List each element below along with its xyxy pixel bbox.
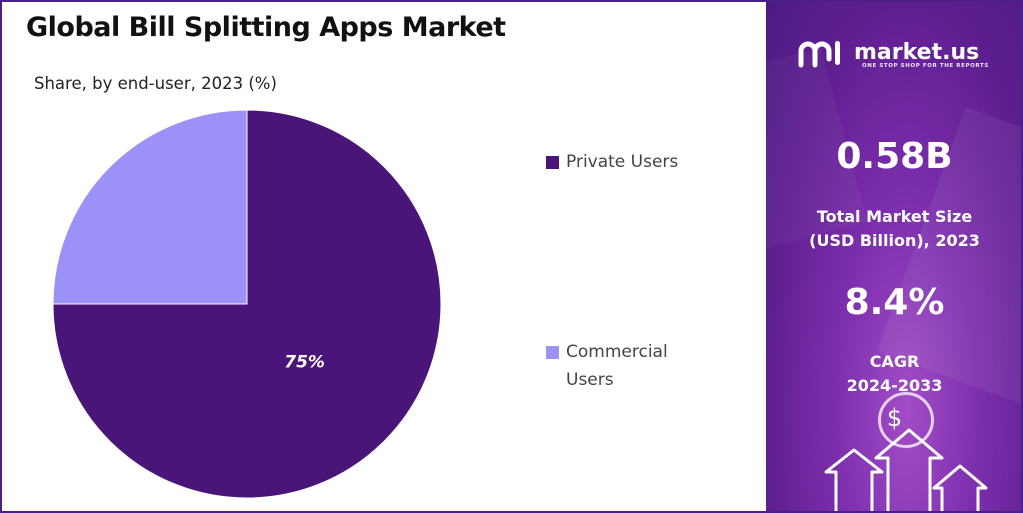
- legend-item-commercial-users: Commercial Users: [546, 338, 696, 394]
- pie-slice-private-users: [52, 109, 442, 499]
- summary-panel: market.us ONE STOP SHOP FOR THE REPORTS …: [766, 0, 1023, 513]
- cagr-label: CAGR: [869, 352, 920, 371]
- legend-label-commercial-users: Commercial Users: [566, 342, 668, 390]
- growth-arrows-icon: [824, 428, 988, 513]
- page-title: Global Bill Splitting Apps Market: [26, 12, 506, 43]
- market-size-value: 0.58B: [836, 136, 953, 177]
- chart-panel: Global Bill Splitting Apps Market Share,…: [26, 12, 716, 499]
- market-us-logo-icon: [798, 41, 840, 68]
- brand-logo: market.us: [798, 37, 979, 69]
- pie-slice-commercial-users: [52, 109, 248, 305]
- legend-swatch-private-users: [546, 156, 559, 169]
- cagr-period: 2024-2033: [846, 376, 943, 395]
- brand-name: market.us: [854, 40, 980, 65]
- dollar-icon: $: [886, 404, 903, 432]
- chart-subtitle: Share, by end-user, 2023 (%): [34, 74, 277, 93]
- legend-label-private-users: Private Users: [566, 152, 679, 172]
- brand-tagline: ONE STOP SHOP FOR THE REPORTS: [862, 63, 989, 69]
- legend-swatch-commercial-users: [546, 346, 559, 359]
- market-size-label-line2: (USD Billion), 2023: [809, 231, 980, 250]
- legend-item-private-users: Private Users: [546, 148, 716, 176]
- pie-data-label-private-users: 75%: [284, 353, 325, 373]
- market-size-label-line1: Total Market Size: [816, 207, 973, 226]
- cagr-value: 8.4%: [844, 282, 945, 323]
- pie-chart: 75%: [52, 109, 442, 499]
- coin-icon: [878, 392, 934, 448]
